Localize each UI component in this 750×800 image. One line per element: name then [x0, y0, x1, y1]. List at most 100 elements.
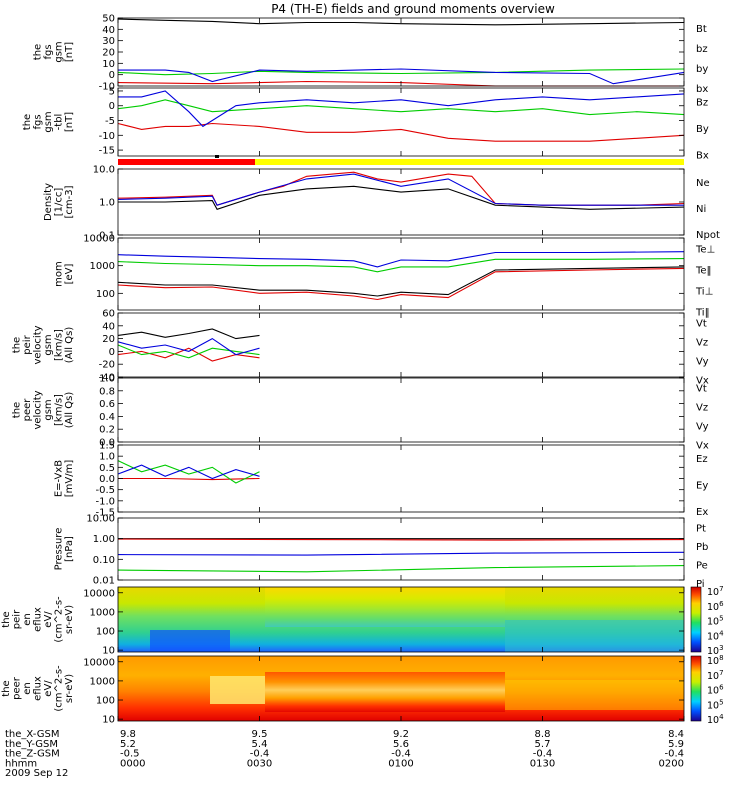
colorbar-ion [690, 586, 702, 653]
ytick-label: -5 [105, 116, 115, 127]
ytick-label: 50 [102, 14, 115, 25]
ylabel-line: [nT] [64, 42, 75, 62]
ylabel-line: the [22, 114, 33, 130]
ylabel-line: [km/s] [54, 394, 65, 426]
panel-frame [117, 444, 685, 513]
ytick-label: 100 [96, 696, 115, 707]
footer-value: 0100 [388, 758, 413, 769]
footer-value: 8.8 [535, 729, 551, 740]
ytick-label: 100 [96, 289, 115, 300]
ylabel-line: eV/ [43, 680, 54, 697]
footer-value: 0130 [530, 758, 555, 769]
colorbar-label: 104 [707, 629, 724, 642]
footer-value: 9.2 [393, 729, 409, 740]
ytick-label: 10 [102, 59, 115, 70]
ylabel-line: (All Qs) [64, 392, 75, 429]
panel-10: 10000 1000 100 10 the peer en eflux eV/(cm^2-s-s… [1, 654, 724, 726]
panel-frame [117, 377, 685, 443]
colorbar-label: 104 [707, 713, 724, 726]
legend-Npot: Npot [696, 230, 720, 241]
ylabel-line: [mV/m] [64, 460, 75, 498]
series-line-Pb [117, 538, 685, 541]
ylabel-line: eV/ [43, 611, 54, 628]
panel-frame [117, 312, 685, 378]
ytick-label: 0.2 [99, 425, 115, 436]
panel-2: 5 0 -5 -10 -15 the fgs gsm -tbl [nT] Bz By Bx [22, 86, 709, 161]
ylabel-line: sr-eV) [64, 605, 75, 634]
figure-title: P4 (TH-E) fields and ground moments over… [271, 2, 555, 16]
colorbar-label: 106 [707, 684, 724, 697]
ytick-label: -1.0 [95, 496, 115, 507]
footer-value: -0.4 [664, 749, 684, 760]
series-line-Bt [117, 18, 685, 26]
ytick-label: 0.4 [99, 412, 115, 423]
ytick-label: 0.5 [99, 463, 115, 474]
legend-Ex: Ex [696, 507, 708, 518]
ylabel-line: [km/s] [54, 329, 65, 361]
ylabel-line: en [22, 613, 33, 626]
panel-3: 10.0 1.0 0.1 Density [1/cc] [cm-3] Ne Ni Npot [43, 165, 720, 242]
legend-Vx: Vx [696, 441, 709, 452]
footer-value: 9.5 [252, 729, 268, 740]
ytick-label: 0.0 [99, 438, 115, 449]
ytick-label: 10 [102, 646, 115, 657]
panel-frame [117, 168, 685, 236]
footer-value: -0.4 [533, 749, 553, 760]
ytick-label: 1000 [90, 261, 115, 272]
series-line-Ez [118, 477, 260, 481]
footer-row-label: hhmm [5, 758, 37, 769]
ytick-label: 0 [109, 70, 115, 81]
ytick-label: 10.0 [93, 165, 115, 176]
series-line-Bz [117, 122, 685, 142]
legend-Ez: Ez [696, 454, 708, 465]
ylabel-line: the [12, 337, 23, 353]
ytick-label: 0.6 [99, 399, 115, 410]
ytick-label: -20 [99, 360, 115, 371]
ylabel-line: the [33, 44, 44, 60]
ylabel-line: mom [54, 261, 65, 287]
ylabel-line: fgs [33, 114, 44, 129]
colorbar-label: 107 [707, 585, 724, 598]
ytick-label: -0.5 [95, 485, 115, 496]
ylabel-line: (All Qs) [64, 327, 75, 364]
legend-Vt: Vt [696, 319, 707, 330]
ylabel-line: the [1, 680, 12, 696]
colorbar-electron [690, 655, 702, 722]
ylabel-line: gsm [43, 334, 54, 355]
ylabel-line: gsm [43, 399, 54, 420]
series-line-Vz [117, 347, 260, 362]
legend-Ti⊥: Ti⊥ [695, 287, 713, 298]
ytick-label: 0 [109, 347, 115, 358]
ion-spectrogram-image [118, 587, 684, 652]
series-line-Ni [118, 185, 685, 210]
ytick-label: 1.5 [99, 441, 115, 452]
ytick-label: 100 [96, 627, 115, 638]
legend-Te‖: Te‖ [695, 266, 712, 277]
legend-Ey: Ey [696, 481, 708, 492]
ylabel-line: peer [22, 398, 33, 422]
ylabel-line: gsm [54, 41, 65, 62]
ytick-label: 1.00 [93, 534, 115, 545]
footer-value: -0.5 [120, 749, 140, 760]
ytick-label: 10000 [83, 588, 115, 599]
legend-Te⊥: Te⊥ [695, 245, 715, 256]
ylabel-line: (cm^2-s- [54, 665, 65, 712]
footer-value: 0000 [120, 758, 145, 769]
legend-Bt: Bt [696, 24, 707, 35]
ylabel-line: [nT] [64, 112, 75, 132]
legend-Ni: Ni [696, 204, 706, 215]
series-line-bx [118, 68, 685, 85]
ytick-label: 0 [109, 101, 115, 112]
legend-Ne: Ne [696, 178, 710, 189]
series-line-Vx [117, 337, 260, 356]
series-line-Vt [117, 328, 260, 340]
footer-row-label: the_Z-GSM [5, 749, 60, 760]
ytick-label: 40 [102, 25, 115, 36]
ytick-label: 0.01 [93, 576, 115, 587]
footer-value: 0030 [247, 758, 272, 769]
ylabel-line: velocity [33, 390, 44, 429]
legend-Pb: Pb [696, 542, 708, 553]
